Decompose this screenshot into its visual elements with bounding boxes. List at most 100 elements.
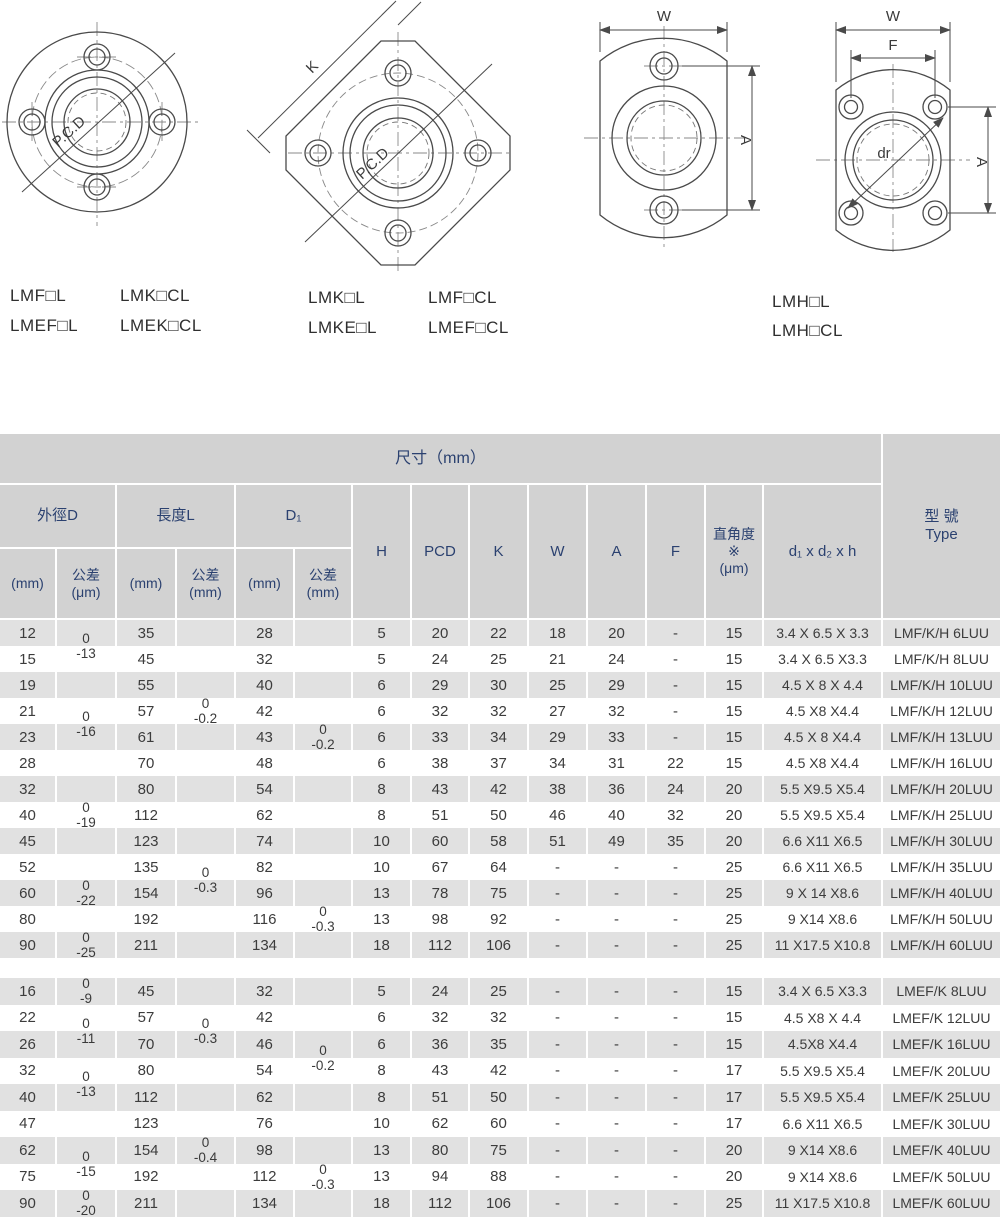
tolerance-value: 0 -0.2 — [193, 696, 218, 726]
table-row: 75 192 112 13 94 88- - -20 9 X14 X8.6 LMEF/K 50LU… — [0, 1163, 1000, 1190]
table-cell: LMEF/K 30LUU — [883, 1110, 1000, 1137]
table-cell: - — [588, 1163, 647, 1190]
table-cell: - — [647, 906, 706, 932]
tolerance-value: 0 -0.4 — [193, 1135, 218, 1166]
table-cell: 32 — [412, 1004, 470, 1031]
table-cell — [295, 906, 353, 932]
subheader-d-mm: (mm) — [0, 549, 55, 618]
table-cell: 18 — [353, 932, 412, 958]
table-cell: 11 X17.5 X10.8 — [764, 932, 883, 958]
table-cell — [177, 750, 236, 776]
table-cell: 36 — [588, 776, 647, 802]
table-cell: 154 — [117, 880, 177, 906]
table-cell — [177, 1031, 236, 1058]
table-cell — [57, 724, 117, 750]
column-header-k: K — [470, 485, 527, 618]
table-cell: LMF/K/H 60LUU — [883, 932, 1000, 958]
table-cell: 42 — [470, 776, 529, 802]
table-row: 40 112 62 8 51 50- - -17 5.5 X9.5 X5.4 LMEF/K 25L… — [0, 1084, 1000, 1111]
table-title: 尺寸（mm） — [0, 434, 881, 483]
table-cell: 17 — [706, 1057, 764, 1084]
column-header-a: A — [588, 485, 645, 618]
table-cell: - — [529, 1137, 588, 1164]
table-row: 22 57 42 6 32 32- - -15 4.5 X8 X 4.4 LMEF/K 12LUU — [0, 1004, 1000, 1031]
table-cell: 24 — [412, 646, 470, 672]
table-cell: 15 — [0, 646, 57, 672]
tolerance-value: 0 -0.3 — [311, 1161, 335, 1192]
table-cell: - — [588, 1110, 647, 1137]
table-cell: 34 — [529, 750, 588, 776]
table-cell: 94 — [412, 1163, 470, 1190]
table-cell: 58 — [470, 828, 529, 854]
table-cell: 3.4 X 6.5 X 3.3 — [764, 620, 883, 646]
table-cell: 57 — [117, 698, 177, 724]
table-cell: - — [529, 932, 588, 958]
table-cell — [57, 1137, 117, 1164]
model-label: LMK□CL — [120, 286, 190, 305]
tolerance-value: 0 -25 — [76, 930, 96, 960]
column-header-pcd: PCD — [412, 485, 468, 618]
table-cell: 6 — [353, 1031, 412, 1058]
table-cell: 13 — [353, 880, 412, 906]
table-cell: 15 — [706, 1004, 764, 1031]
table-cell: 25 — [470, 978, 529, 1005]
table-cell: 60 — [412, 828, 470, 854]
table-cell: 40 — [588, 802, 647, 828]
table-cell: 80 — [412, 1137, 470, 1164]
table-cell: LMEF/K 50LUU — [883, 1163, 1000, 1190]
table-cell: 20 — [706, 1163, 764, 1190]
table-cell: 24 — [412, 978, 470, 1005]
tolerance-value: 0 -0.2 — [311, 1042, 335, 1073]
table-cell: 6.6 X11 X6.5 — [764, 854, 883, 880]
table-row: 21 57 42 6 32 32 27 32-15 4.5 X8 X4.4 LMF/K/H 12L… — [0, 698, 1000, 724]
table-cell: 6 — [353, 698, 412, 724]
table-cell: 18 — [353, 1190, 412, 1217]
table-cell: - — [529, 1031, 588, 1058]
table-cell: - — [647, 1137, 706, 1164]
table-cell: 54 — [236, 776, 295, 802]
table-cell: 29 — [588, 672, 647, 698]
table-cell — [57, 828, 117, 854]
table-cell: 34 — [470, 724, 529, 750]
pcd-label: P.C.D — [49, 113, 89, 151]
table-cell: 90 — [0, 932, 57, 958]
table-cell: 22 — [470, 620, 529, 646]
table-cell: LMF/K/H 50LUU — [883, 906, 1000, 932]
table-row: 15 45 32 5 24 25 21 24-15 3.4 X 6.5 X3.3 LMF/K/H … — [0, 646, 1000, 672]
table-cell: 3.4 X 6.5 X3.3 — [764, 646, 883, 672]
table-cell: - — [529, 906, 588, 932]
table-cell: 80 — [117, 1057, 177, 1084]
table-cell: 50 — [470, 802, 529, 828]
oval-flange-2hole-drawing: W A — [584, 8, 760, 250]
table-cell — [57, 854, 117, 880]
table-cell — [57, 1031, 117, 1058]
table-cell — [295, 802, 353, 828]
table-row: 47 123 76 10 62 60- - -17 6.6 X11 X6.5 LMEF/K 30L… — [0, 1110, 1000, 1137]
table-cell: 31 — [588, 750, 647, 776]
table-cell: 25 — [529, 672, 588, 698]
table-cell: 46 — [236, 1031, 295, 1058]
table-cell: 192 — [117, 1163, 177, 1190]
column-header-squareness: 直角度 ※ (μm) — [706, 485, 762, 618]
table-cell: 45 — [117, 978, 177, 1005]
table-cell: - — [588, 854, 647, 880]
subheader-l-mm: (mm) — [117, 549, 175, 618]
table-cell — [295, 1084, 353, 1111]
tolerance-value: 0 -9 — [79, 976, 92, 1007]
table-cell: - — [647, 1163, 706, 1190]
tolerance-value: 0 -0.3 — [193, 1016, 218, 1046]
table-cell: 35 — [647, 828, 706, 854]
table-cell: 48 — [236, 750, 295, 776]
tolerance-value: 0 -0.2 — [311, 722, 335, 752]
tolerance-value: 0 -13 — [76, 1069, 96, 1099]
table-cell: 20 — [588, 620, 647, 646]
table-cell: - — [647, 724, 706, 750]
table-cell: 8 — [353, 802, 412, 828]
table-cell: 4.5 X 8 X 4.4 — [764, 672, 883, 698]
table-cell: 35 — [117, 620, 177, 646]
table-cell — [295, 1163, 353, 1190]
table-cell — [57, 1004, 117, 1031]
column-header-f: F — [647, 485, 704, 618]
table-cell: 42 — [236, 1004, 295, 1031]
model-label: LMEF□L — [10, 316, 79, 335]
